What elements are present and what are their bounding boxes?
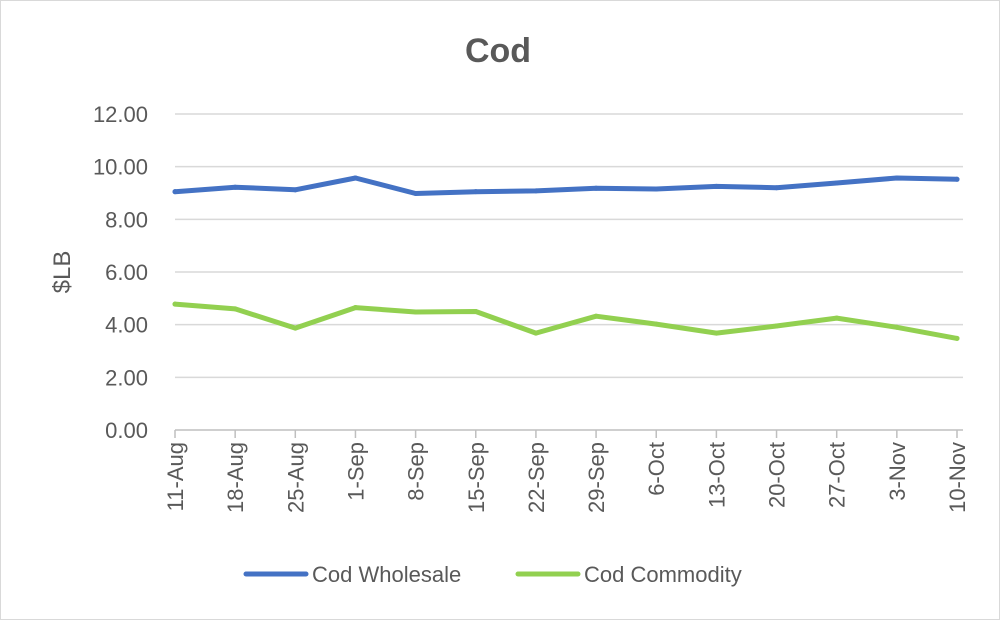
data-point [653, 186, 659, 192]
data-point [894, 324, 900, 330]
x-tick-label: 25-Aug [283, 442, 308, 513]
series-line-cod-commodity [172, 301, 960, 341]
legend-label: Cod Commodity [584, 562, 742, 587]
chart-title: Cod [465, 32, 531, 70]
y-axis-ticks: 0.00 2.00 4.00 6.00 8.00 10.00 12.00 [93, 102, 148, 443]
x-tick-label: 8-Sep [404, 442, 429, 501]
data-point [593, 185, 599, 191]
series-line-cod-wholesale [172, 175, 960, 196]
x-tick-label: 6-Oct [644, 442, 669, 496]
legend-label: Cod Wholesale [312, 562, 461, 587]
y-tick-label: 4.00 [105, 313, 148, 338]
x-tick-label: 20-Oct [765, 442, 790, 508]
data-point [533, 188, 539, 194]
data-point [172, 301, 178, 307]
y-tick-label: 8.00 [105, 207, 148, 232]
data-point [473, 189, 479, 195]
y-tick-label: 6.00 [105, 260, 148, 285]
series-lines [172, 175, 960, 341]
data-point [774, 185, 780, 191]
x-tick-label: 13-Oct [704, 442, 729, 508]
data-point [834, 180, 840, 186]
data-point [292, 187, 298, 193]
x-tick-label: 1-Sep [343, 442, 368, 501]
data-point [232, 306, 238, 312]
data-point [352, 175, 358, 181]
data-point [413, 309, 419, 315]
gridlines [175, 113, 963, 431]
x-tick-label: 15-Sep [464, 442, 489, 513]
x-tick-label: 18-Aug [223, 442, 248, 513]
data-point [834, 315, 840, 321]
data-point [232, 184, 238, 190]
data-point [352, 305, 358, 311]
data-point [894, 175, 900, 181]
data-point [954, 335, 960, 341]
data-point [533, 330, 539, 336]
data-point [593, 313, 599, 319]
x-tick-label: 11-Aug [163, 442, 188, 511]
x-tick-label: 10-Nov [945, 442, 970, 513]
x-tick-label: 27-Oct [825, 442, 850, 508]
data-point [774, 323, 780, 329]
y-tick-label: 2.00 [105, 365, 148, 390]
x-tick-label: 29-Sep [584, 442, 609, 513]
data-point [713, 183, 719, 189]
x-axis: 11-Aug 18-Aug 25-Aug 1-Sep 8-Sep 15-Sep 22-Sep… [163, 430, 970, 513]
y-tick-label: 0.00 [105, 418, 148, 443]
y-tick-label: 10.00 [93, 155, 148, 180]
data-point [172, 189, 178, 195]
data-point [954, 176, 960, 182]
y-axis-label: $LB [49, 251, 76, 294]
x-tick-label: 3-Nov [885, 442, 910, 501]
x-tick-label: 22-Sep [524, 442, 549, 513]
y-tick-label: 12.00 [93, 102, 148, 127]
data-point [292, 325, 298, 331]
data-point [713, 330, 719, 336]
data-point [653, 321, 659, 327]
legend: Cod Wholesale Cod Commodity [243, 562, 742, 587]
data-point [473, 309, 479, 314]
data-point [413, 191, 419, 197]
